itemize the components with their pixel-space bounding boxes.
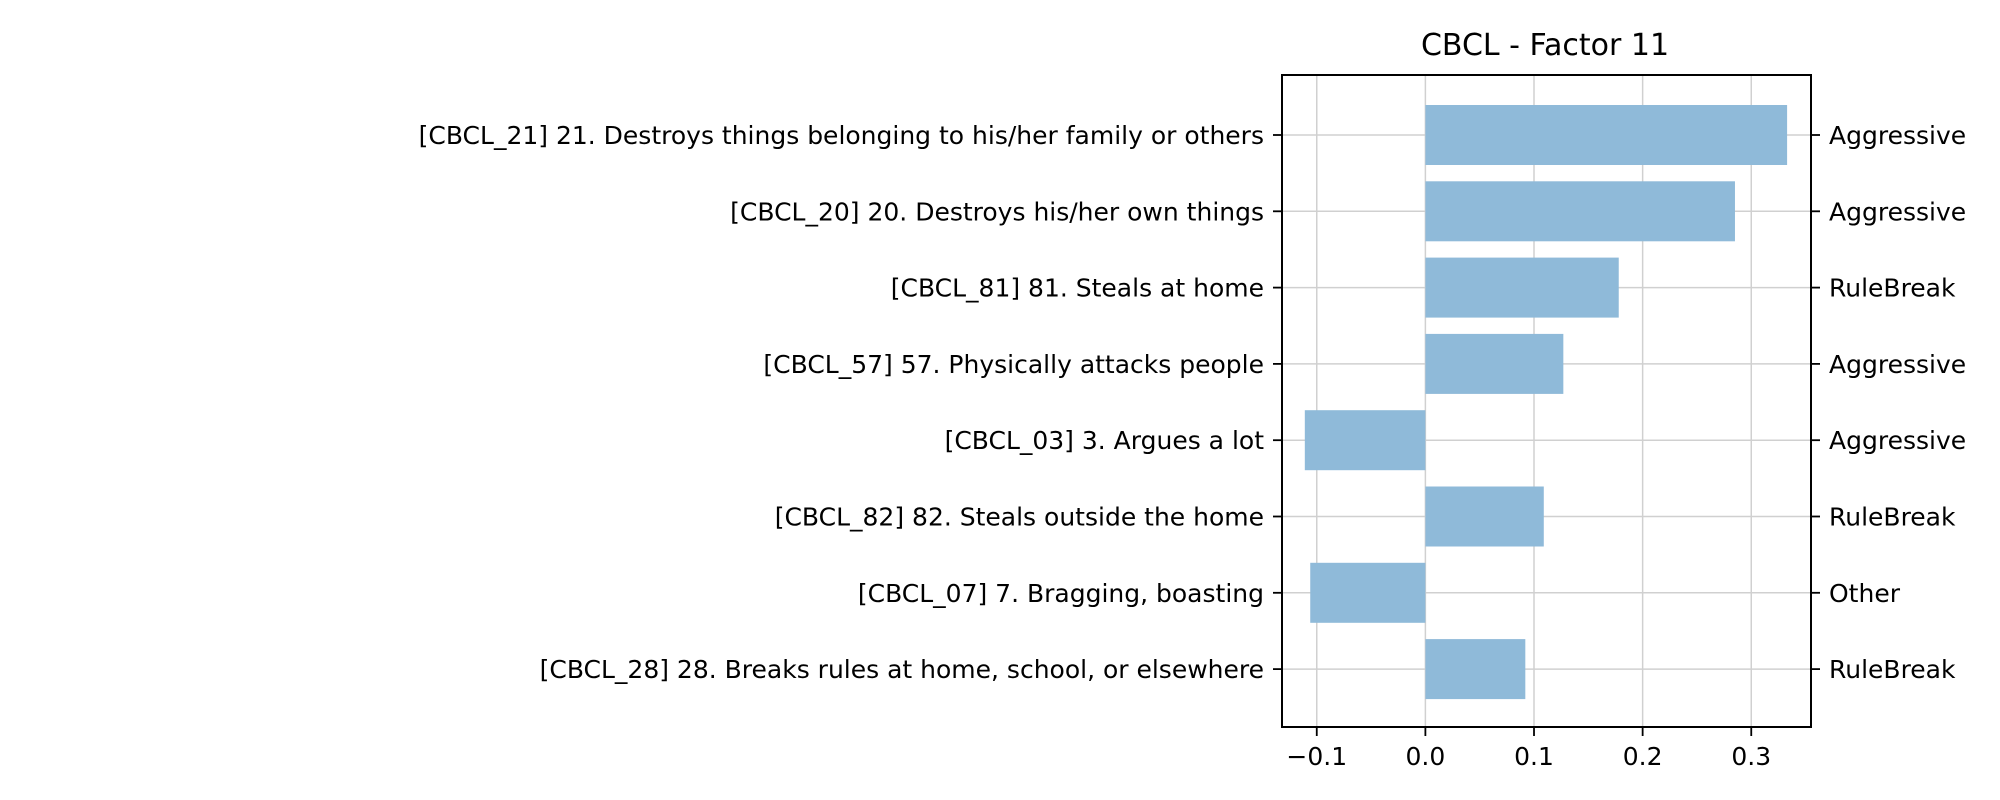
y-tick-labels: [CBCL_21] 21. Destroys things belonging … <box>419 121 1265 684</box>
x-tick-label: 0.0 <box>1406 742 1446 771</box>
x-tick-label: −0.1 <box>1286 742 1347 771</box>
bar <box>1425 486 1544 547</box>
axis-ticks <box>1273 134 1820 736</box>
y-tick-label: [CBCL_82] 82. Steals outside the home <box>775 503 1264 532</box>
y-tick-label: [CBCL_20] 20. Destroys his/her own thing… <box>730 197 1264 226</box>
x-grid <box>1316 75 1753 727</box>
bar <box>1425 333 1564 394</box>
right-group-labels: Aggressive Aggressive RuleBreak Aggressive A… <box>1829 121 1966 684</box>
chart-title: CBCL - Factor 11 <box>1421 28 1669 63</box>
y-tick-label: [CBCL_81] 81. Steals at home <box>891 274 1264 303</box>
group-label: Other <box>1829 579 1901 608</box>
group-label: RuleBreak <box>1829 274 1956 303</box>
bar <box>1425 105 1788 165</box>
y-tick-label: [CBCL_21] 21. Destroys things belonging … <box>419 121 1264 150</box>
y-tick-label: [CBCL_07] 7. Bragging, boasting <box>858 579 1264 608</box>
bar <box>1425 181 1735 242</box>
bar <box>1310 562 1426 623</box>
y-tick-label: [CBCL_57] 57. Physically attacks people <box>763 350 1264 379</box>
group-label: Aggressive <box>1829 350 1966 379</box>
group-label: RuleBreak <box>1829 655 1956 684</box>
group-label: RuleBreak <box>1829 503 1956 532</box>
plot-frame <box>1281 74 1812 728</box>
y-tick-label: [CBCL_03] 3. Argues a lot <box>945 426 1265 455</box>
bars <box>1304 105 1788 700</box>
group-label: Aggressive <box>1829 121 1966 150</box>
group-label: Aggressive <box>1829 426 1966 455</box>
bar <box>1425 639 1526 700</box>
bar <box>1304 410 1426 471</box>
x-tick-labels: −0.1 0.0 0.1 0.2 0.3 <box>1286 742 1771 771</box>
x-tick-label: 0.3 <box>1731 742 1771 771</box>
x-tick-label: 0.2 <box>1623 742 1663 771</box>
y-tick-label: [CBCL_28] 28. Breaks rules at home, scho… <box>540 655 1264 684</box>
bar <box>1425 257 1619 318</box>
group-label: Aggressive <box>1829 197 1966 226</box>
x-tick-label: 0.1 <box>1514 742 1554 771</box>
